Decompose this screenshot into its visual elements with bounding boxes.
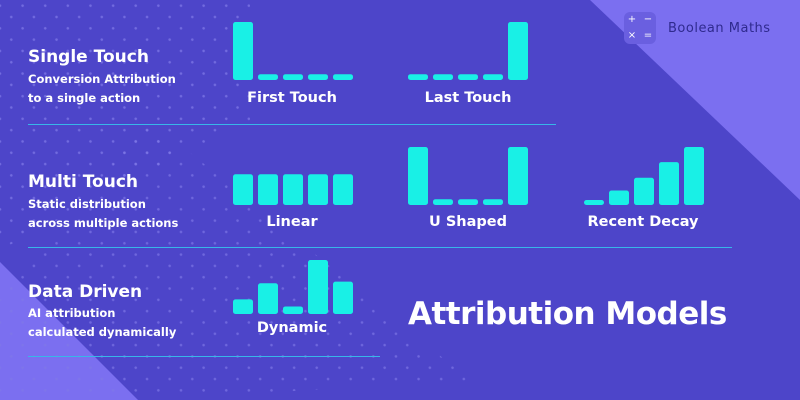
bar [508, 147, 528, 205]
bar [508, 22, 528, 80]
bar [433, 74, 453, 80]
bar [458, 74, 478, 80]
bar [283, 74, 303, 80]
subtitle-line: AI attribution [28, 306, 116, 320]
bar [584, 200, 604, 205]
row-subtitle-multi-touch: Static distribution across multiple acti… [28, 195, 178, 233]
row-divider [28, 356, 380, 357]
main-title: Attribution Models [408, 296, 727, 332]
bar [458, 199, 478, 205]
bar [233, 174, 253, 205]
bar [684, 147, 704, 205]
last-touch-chart [408, 22, 528, 80]
row-title-single-touch: Single Touch [28, 47, 149, 67]
bar [283, 306, 303, 314]
bar [233, 22, 253, 80]
bar [233, 299, 253, 314]
equals-symbol: = [643, 30, 653, 41]
row-divider [28, 247, 732, 248]
minus-symbol: − [643, 14, 653, 25]
row-divider [28, 124, 556, 125]
subtitle-line: calculated dynamically [28, 325, 177, 339]
bar [408, 74, 428, 80]
bar [258, 74, 278, 80]
model-label-linear: Linear [266, 214, 318, 230]
bar [433, 199, 453, 205]
subtitle-line: across multiple actions [28, 216, 179, 230]
bar [609, 190, 629, 205]
calculator-icon: + − × = [624, 12, 656, 44]
model-label-first-touch: First Touch [247, 90, 337, 106]
model-label-u-shaped: U Shaped [429, 214, 507, 230]
dynamic-chart [233, 260, 353, 314]
bar [258, 283, 278, 314]
bar [483, 199, 503, 205]
bar [308, 74, 328, 80]
subtitle-line: Conversion Attribution [28, 72, 176, 86]
first-touch-chart [233, 22, 353, 80]
row-title-data-driven: Data Driven [28, 282, 143, 302]
recent-decay-chart [584, 147, 704, 205]
plus-symbol: + [627, 14, 637, 25]
bar [659, 162, 679, 205]
model-label-last-touch: Last Touch [424, 90, 512, 106]
subtitle-line: to a single action [28, 91, 141, 105]
brand-logo-area: + − × = Boolean Maths [624, 11, 771, 45]
bar [283, 174, 303, 205]
bar [333, 74, 353, 80]
model-label-dynamic: Dynamic [256, 320, 328, 336]
bar [408, 147, 428, 205]
bar [308, 174, 328, 205]
model-label-recent-decay: Recent Decay [587, 214, 699, 230]
bar [308, 260, 328, 314]
row-subtitle-data-driven: AI attribution calculated dynamically [28, 304, 176, 342]
bar [333, 281, 353, 314]
bar [634, 177, 654, 205]
u-shaped-chart [408, 147, 528, 205]
bar [333, 174, 353, 205]
row-title-multi-touch: Multi Touch [28, 172, 139, 192]
times-symbol: × [627, 30, 637, 41]
bar [258, 174, 278, 205]
subtitle-line: Static distribution [28, 197, 146, 211]
row-subtitle-single-touch: Conversion Attribution to a single actio… [28, 70, 176, 108]
linear-chart [233, 174, 353, 205]
bar [483, 74, 503, 80]
brand-name: Boolean Maths [668, 20, 771, 36]
